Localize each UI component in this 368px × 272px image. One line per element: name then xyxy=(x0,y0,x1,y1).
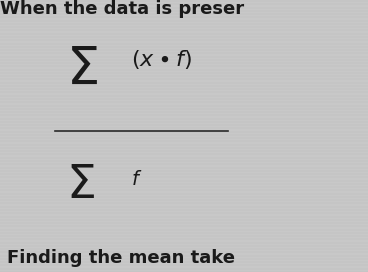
Text: When the data is preser: When the data is preser xyxy=(0,0,244,18)
Text: $\Sigma$: $\Sigma$ xyxy=(66,45,98,96)
Text: $\Sigma$: $\Sigma$ xyxy=(66,162,95,208)
Text: Finding the mean take: Finding the mean take xyxy=(7,249,236,267)
Text: $f$: $f$ xyxy=(131,170,142,189)
Text: $(x \bullet f)$: $(x \bullet f)$ xyxy=(131,48,192,71)
